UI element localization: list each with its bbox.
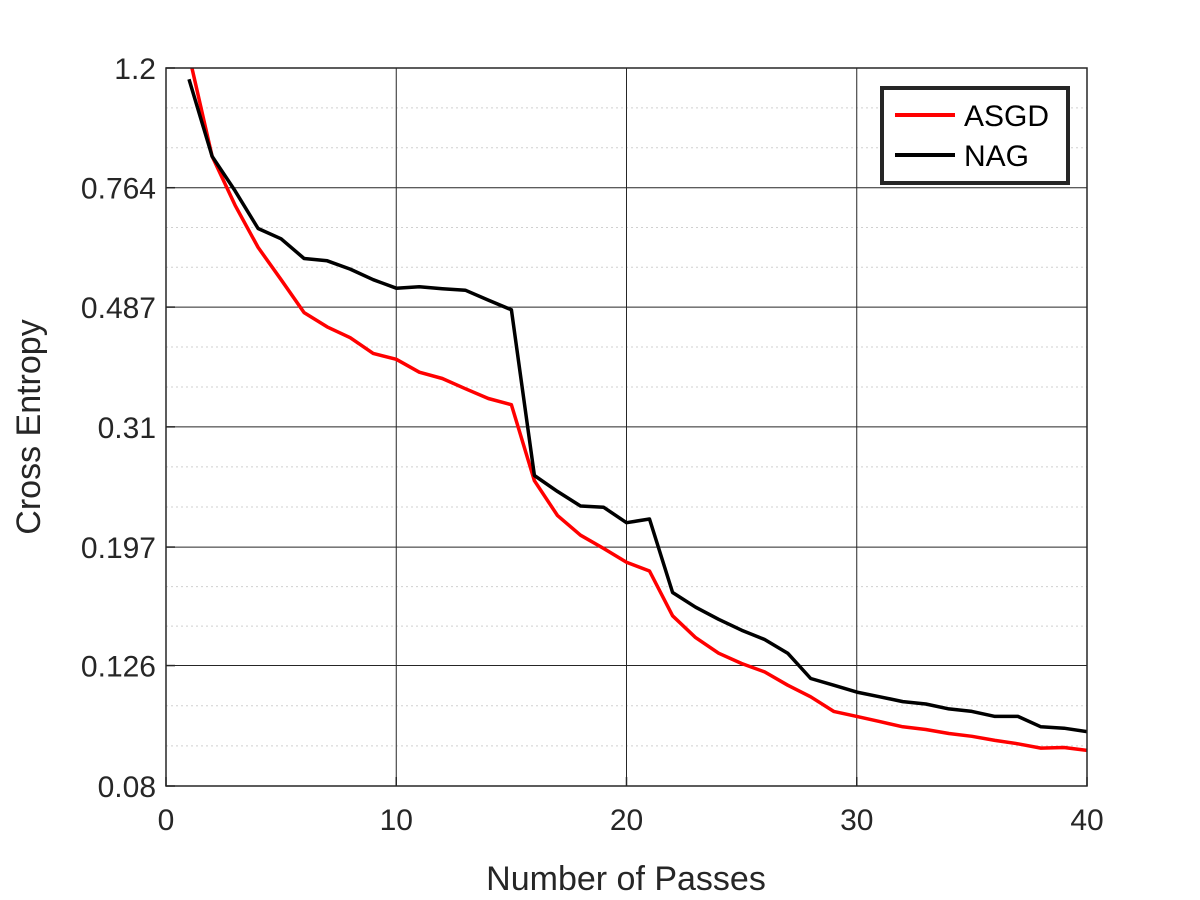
legend-label-asgd: ASGD — [964, 100, 1049, 133]
x-tick-labels: 0 10 20 30 40 — [158, 804, 1104, 837]
y-tick-label: 1.2 — [114, 53, 156, 86]
legend: ASGD NAG — [880, 86, 1070, 185]
y-axis-title: Cross Entropy — [10, 319, 48, 534]
series-line-nag — [187, 78, 1087, 734]
x-tick-label: 40 — [1070, 804, 1103, 837]
y-tick-label: 0.126 — [81, 651, 156, 684]
y-tick-labels: 0.08 0.126 0.197 0.31 0.487 0.764 1.2 — [81, 53, 156, 804]
x-tick-label: 20 — [610, 804, 643, 837]
x-tick-label: 0 — [158, 804, 175, 837]
series-layer — [187, 68, 1087, 753]
y-tick-label: 0.487 — [81, 292, 156, 325]
legend-box — [880, 86, 1070, 185]
x-tick-label: 30 — [840, 804, 873, 837]
y-tick-label: 0.197 — [81, 532, 156, 565]
axis-ticks — [165, 67, 1088, 787]
x-axis-title: Number of Passes — [486, 860, 766, 898]
y-tick-label: 0.31 — [98, 412, 156, 445]
series-line-asgd — [190, 68, 1087, 753]
major-grid — [166, 68, 1087, 786]
x-tick-label: 10 — [380, 804, 413, 837]
legend-label-nag: NAG — [964, 140, 1029, 173]
y-tick-label: 0.764 — [81, 173, 156, 206]
y-tick-label: 0.08 — [98, 771, 156, 804]
